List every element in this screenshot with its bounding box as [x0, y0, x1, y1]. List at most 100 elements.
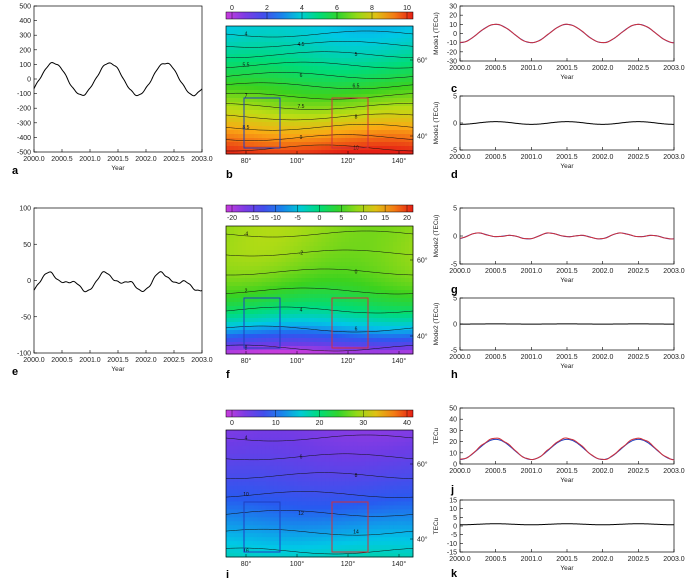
- field-cell: [253, 310, 259, 315]
- field-cell: [305, 445, 310, 451]
- field-cell: [377, 497, 382, 502]
- field-cell: [289, 122, 295, 127]
- field-cell: [321, 529, 326, 534]
- field-cell: [226, 78, 231, 83]
- y-tick-label: 0: [453, 234, 457, 241]
- field-cell: [229, 282, 235, 287]
- field-cell: [393, 485, 398, 490]
- field-cell: [397, 130, 402, 135]
- x-tick-label: 2000.0: [449, 354, 471, 361]
- field-cell: [253, 266, 259, 271]
- field-cell: [389, 34, 394, 39]
- field-cell: [345, 266, 350, 271]
- field-cell: [313, 274, 318, 279]
- field-cell: [269, 142, 275, 147]
- field-cell: [249, 330, 255, 335]
- field-cell: [249, 342, 255, 347]
- field-cell: [357, 138, 362, 143]
- field-cell: [385, 78, 390, 83]
- field-cell: [365, 445, 370, 451]
- field-cell: [401, 310, 406, 315]
- field-cell: [357, 342, 362, 347]
- field-cell: [333, 485, 338, 490]
- field-cell: [289, 513, 295, 518]
- field-cell: [377, 541, 382, 546]
- field-cell: [273, 34, 279, 39]
- field-cell: [301, 537, 306, 542]
- field-cell: [309, 142, 314, 147]
- field-cell: [405, 334, 410, 339]
- field-cell: [285, 477, 291, 482]
- field-cell: [409, 282, 414, 287]
- field-cell: [261, 90, 267, 95]
- field-cell: [325, 521, 330, 526]
- field-cell: [365, 150, 370, 155]
- field-cell: [405, 322, 410, 327]
- field-cell: [269, 453, 275, 459]
- field-cell: [229, 58, 235, 63]
- field-cell: [317, 66, 322, 71]
- field-cell: [261, 226, 267, 231]
- field-cell: [409, 302, 414, 307]
- field-cell: [297, 485, 302, 490]
- field-cell: [345, 326, 350, 331]
- field-cell: [357, 114, 362, 119]
- field-cell: [265, 270, 271, 275]
- field-cell: [277, 58, 283, 63]
- field-cell: [377, 449, 382, 455]
- field-cell: [373, 541, 378, 546]
- field-cell: [273, 493, 279, 498]
- field-cell: [409, 437, 414, 443]
- field-cell: [361, 274, 366, 279]
- field-cell: [405, 270, 410, 275]
- field-cell: [369, 517, 374, 522]
- field-cell: [261, 449, 267, 455]
- x-tick-label: 2001.5: [556, 354, 578, 361]
- field-cell: [353, 42, 358, 47]
- field-cell: [385, 461, 390, 467]
- field-cell: [357, 130, 362, 135]
- field-cell: [397, 481, 402, 486]
- field-cell: [321, 537, 326, 542]
- field-cell: [265, 126, 271, 131]
- field-cell: [281, 118, 287, 123]
- field-cell: [361, 66, 366, 71]
- field-cell: [341, 38, 346, 43]
- field-cell: [297, 70, 302, 75]
- field-cell: [361, 62, 366, 67]
- colorbar-tick-label: 0: [230, 5, 234, 12]
- field-cell: [321, 134, 326, 139]
- field-cell: [237, 26, 243, 31]
- field-cell: [289, 553, 295, 558]
- field-cell: [305, 130, 310, 135]
- field-cell: [349, 533, 354, 538]
- field-cell: [409, 254, 414, 259]
- field-cell: [357, 254, 362, 259]
- field-cell: [269, 78, 275, 83]
- field-cell: [305, 42, 310, 47]
- field-cell: [345, 433, 350, 439]
- field-cell: [309, 38, 314, 43]
- field-cell: [365, 505, 370, 510]
- field-cell: [273, 298, 279, 303]
- field-cell: [297, 453, 302, 459]
- field-cell: [305, 86, 310, 91]
- field-cell: [301, 98, 306, 103]
- field-cell: [281, 110, 287, 115]
- field-cell: [293, 549, 299, 554]
- field-cell: [381, 322, 386, 327]
- field-cell: [289, 30, 295, 35]
- field-cell: [381, 306, 386, 311]
- field-cell: [393, 258, 398, 263]
- field-cell: [377, 306, 382, 311]
- field-cell: [233, 505, 239, 510]
- field-cell: [409, 489, 414, 494]
- field-cell: [401, 513, 406, 518]
- field-cell: [321, 122, 326, 127]
- field-cell: [409, 350, 414, 355]
- field-cell: [369, 250, 374, 255]
- field-cell: [273, 30, 279, 35]
- field-cell: [405, 537, 410, 542]
- field-cell: [226, 330, 231, 335]
- field-cell: [249, 110, 255, 115]
